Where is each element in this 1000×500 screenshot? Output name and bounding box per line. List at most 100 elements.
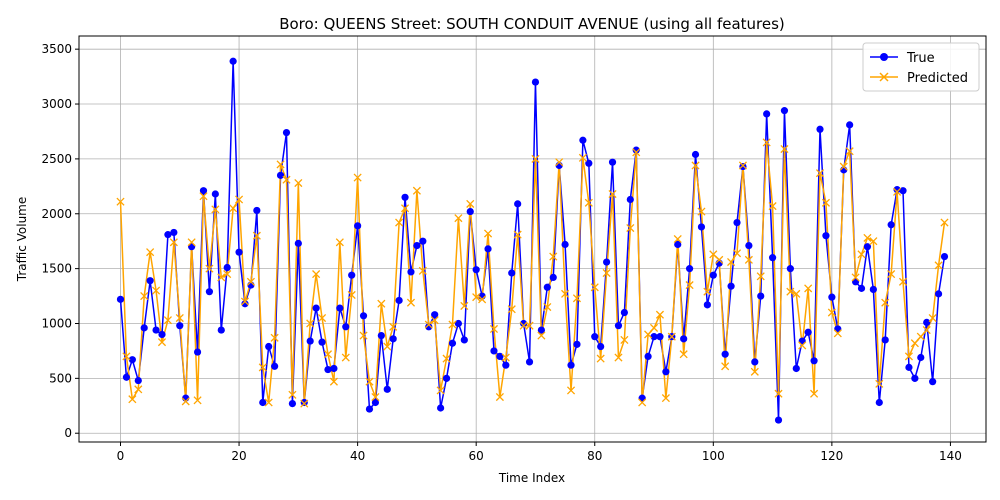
point-predicted (638, 398, 647, 407)
point-predicted (460, 301, 469, 310)
point-predicted (359, 331, 368, 340)
point-true (709, 271, 717, 279)
y-tick-label: 1500 (41, 262, 72, 276)
point-true (680, 335, 688, 343)
point-predicted (721, 362, 730, 371)
point-predicted (252, 231, 261, 240)
point-true (460, 336, 468, 344)
point-true (116, 295, 125, 303)
point-predicted (750, 367, 759, 376)
point-predicted (400, 204, 410, 213)
point-true (176, 322, 184, 330)
point-true (632, 146, 640, 154)
point-true (561, 240, 569, 249)
point-predicted (851, 273, 860, 282)
point-true (567, 361, 575, 369)
point-predicted (519, 321, 528, 330)
point-true (520, 319, 528, 328)
point-true (940, 252, 949, 261)
point-true (757, 292, 765, 300)
x-tick-label: 100 (702, 449, 725, 463)
point-predicted (875, 379, 884, 388)
series-markers-predicted (116, 138, 949, 408)
point-predicted (116, 197, 125, 206)
point-predicted (246, 277, 255, 286)
point-true (193, 348, 202, 356)
point-true (703, 301, 711, 309)
x-tick-label: 20 (231, 449, 246, 463)
point-true (300, 398, 308, 407)
point-predicted (910, 339, 919, 348)
point-true (442, 374, 451, 382)
point-true (774, 416, 783, 424)
point-true (146, 277, 154, 285)
point-predicted (300, 399, 309, 408)
point-true (614, 322, 623, 330)
point-predicted (323, 350, 333, 359)
point-predicted (821, 198, 831, 207)
point-predicted (406, 298, 416, 307)
point-predicted (317, 313, 327, 323)
point-true (496, 352, 504, 361)
point-true (235, 248, 243, 256)
y-tick-label: 500 (49, 371, 72, 385)
point-predicted (543, 302, 552, 312)
point-true (365, 405, 374, 413)
point-predicted (572, 294, 582, 303)
point-predicted (128, 395, 137, 404)
point-predicted (157, 338, 167, 347)
point-true (644, 352, 652, 361)
point-true (253, 206, 261, 215)
point-predicted (685, 281, 694, 290)
point-predicted (738, 161, 748, 170)
point-true (413, 241, 421, 250)
y-tick-label: 2000 (41, 207, 72, 221)
point-true (508, 269, 516, 277)
point-predicted (555, 158, 564, 167)
point-true (846, 121, 854, 129)
point-predicted (466, 199, 475, 208)
point-predicted (169, 238, 178, 247)
point-predicted (732, 249, 742, 258)
legend-true-marker (880, 53, 888, 61)
point-predicted (774, 389, 783, 398)
point-predicted (288, 390, 297, 399)
point-true (288, 399, 297, 408)
point-predicted (329, 377, 338, 386)
point-predicted (898, 277, 908, 286)
point-true (887, 221, 895, 229)
point-true (211, 190, 219, 198)
point-true (377, 331, 385, 340)
legend: True Predicted (862, 42, 980, 92)
point-predicted (578, 153, 587, 162)
point-true (466, 207, 474, 216)
point-predicted (727, 257, 736, 267)
point-true (437, 404, 445, 412)
point-predicted (863, 233, 872, 242)
point-predicted (472, 293, 481, 302)
point-predicted (815, 169, 825, 178)
point-predicted (258, 363, 267, 372)
point-true (721, 350, 729, 358)
point-true (419, 237, 427, 245)
point-true (271, 362, 279, 370)
point-predicted (798, 341, 807, 350)
y-tick-label: 0 (64, 426, 72, 440)
point-true (152, 326, 160, 334)
legend-box (862, 42, 980, 92)
point-true (431, 311, 439, 319)
point-predicted (223, 270, 232, 279)
point-predicted (922, 326, 931, 335)
legend-predicted-marker (879, 72, 889, 82)
point-true (579, 136, 587, 144)
point-true (929, 378, 937, 386)
point-predicted (602, 268, 611, 278)
point-predicted (412, 186, 421, 195)
x-tick-label: 0 (117, 449, 125, 463)
point-true (401, 193, 409, 201)
series-markers (116, 57, 949, 424)
point-true (543, 283, 551, 291)
point-predicted (810, 389, 819, 398)
